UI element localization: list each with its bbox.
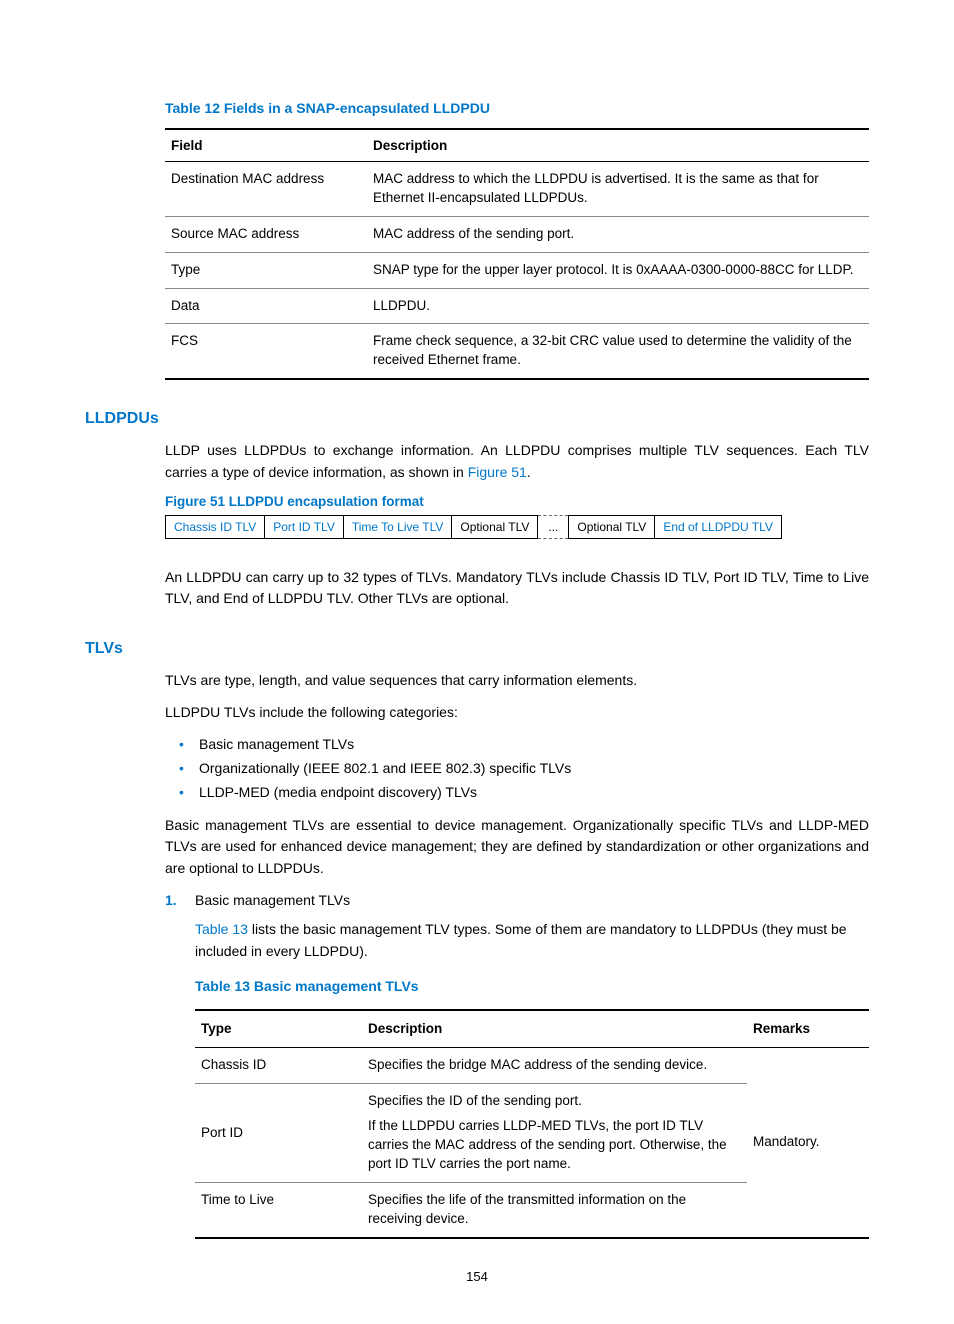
cell-desc: Frame check sequence, a 32-bit CRC value… (367, 324, 869, 379)
cell-desc: Specifies the life of the transmitted in… (362, 1182, 747, 1237)
num1-sub-text: lists the basic management TLV types. So… (195, 921, 847, 959)
tlvs-ordered: Basic management TLVs Table 13 lists the… (165, 890, 869, 1239)
table-row: Source MAC address MAC address of the se… (165, 216, 869, 252)
cell-type: Port ID (195, 1084, 362, 1183)
tlv-diagram: Chassis ID TLV Port ID TLV Time To Live … (165, 515, 869, 539)
page-number: 154 (85, 1269, 869, 1284)
table-row: FCS Frame check sequence, a 32-bit CRC v… (165, 324, 869, 379)
table13-h0: Type (195, 1010, 362, 1048)
tlvs-para3: Basic management TLVs are essential to d… (165, 815, 869, 880)
list-item: Organizationally (IEEE 802.1 and IEEE 80… (179, 757, 869, 781)
tlv-port-id: Port ID TLV (265, 515, 344, 539)
cell-field: Destination MAC address (165, 162, 367, 217)
table-row: Destination MAC address MAC address to w… (165, 162, 869, 217)
table13-h2: Remarks (747, 1010, 869, 1048)
table13-link[interactable]: Table 13 (195, 921, 248, 937)
cell-field: FCS (165, 324, 367, 379)
lldpdus-para1: LLDP uses LLDPDUs to exchange informatio… (165, 440, 869, 483)
cell-desc: MAC address to which the LLDPDU is adver… (367, 162, 869, 217)
cell-type: Time to Live (195, 1182, 362, 1237)
tlv-ellipsis: ... (538, 515, 568, 539)
num1-label: Basic management TLVs (195, 892, 350, 908)
tlvs-para2: LLDPDU TLVs include the following catego… (165, 702, 869, 724)
table12-h1: Description (367, 129, 869, 162)
table-row: Type SNAP type for the upper layer proto… (165, 252, 869, 288)
cell-desc: SNAP type for the upper layer protocol. … (367, 252, 869, 288)
tlv-optional-2: Optional TLV (568, 515, 655, 539)
table-header-row: Type Description Remarks (195, 1010, 869, 1048)
list-item: LLDP-MED (media endpoint discovery) TLVs (179, 781, 869, 805)
para-text-end: . (527, 464, 531, 480)
table-row: Data LLDPDU. (165, 288, 869, 324)
tlvs-para1: TLVs are type, length, and value sequenc… (165, 670, 869, 692)
figure51-link[interactable]: Figure 51 (468, 464, 527, 480)
page-content: Table 12 Fields in a SNAP-encapsulated L… (0, 0, 954, 1324)
tlv-optional-1: Optional TLV (452, 515, 538, 539)
table12-block: Table 12 Fields in a SNAP-encapsulated L… (165, 100, 869, 380)
desc-line2: If the LLDPDU carries LLDP-MED TLVs, the… (368, 1117, 741, 1174)
cell-field: Source MAC address (165, 216, 367, 252)
cell-remarks: Mandatory. (747, 1048, 869, 1238)
cell-desc: MAC address of the sending port. (367, 216, 869, 252)
table13: Type Description Remarks Chassis ID Spec… (195, 1009, 869, 1238)
lldpdus-para2: An LLDPDU can carry up to 32 types of TL… (165, 567, 869, 610)
table12: Field Description Destination MAC addres… (165, 128, 869, 380)
table-header-row: Field Description (165, 129, 869, 162)
lldpdus-body: LLDP uses LLDPDUs to exchange informatio… (165, 440, 869, 610)
cell-field: Type (165, 252, 367, 288)
table13-h1: Description (362, 1010, 747, 1048)
cell-desc: Specifies the ID of the sending port. If… (362, 1084, 747, 1183)
table12-h0: Field (165, 129, 367, 162)
num-item-1: Basic management TLVs Table 13 lists the… (165, 890, 869, 1239)
num1-subpara: Table 13 lists the basic management TLV … (195, 919, 869, 962)
desc-line1: Specifies the ID of the sending port. (368, 1092, 741, 1111)
tlv-ttl: Time To Live TLV (344, 515, 453, 539)
table-row: Chassis ID Specifies the bridge MAC addr… (195, 1048, 869, 1084)
cell-desc: LLDPDU. (367, 288, 869, 324)
table12-caption: Table 12 Fields in a SNAP-encapsulated L… (165, 100, 869, 116)
heading-lldpdus: LLDPDUs (85, 410, 869, 428)
table13-caption: Table 13 Basic management TLVs (195, 976, 869, 997)
cell-desc: Specifies the bridge MAC address of the … (362, 1048, 747, 1084)
tlv-chassis-id: Chassis ID TLV (165, 515, 265, 539)
figure51-caption: Figure 51 LLDPDU encapsulation format (165, 494, 869, 509)
heading-tlvs: TLVs (85, 640, 869, 658)
list-item: Basic management TLVs (179, 733, 869, 757)
cell-field: Data (165, 288, 367, 324)
cell-type: Chassis ID (195, 1048, 362, 1084)
tlvs-bullets: Basic management TLVs Organizationally (… (165, 733, 869, 804)
tlv-end: End of LLDPDU TLV (655, 515, 782, 539)
tlvs-body: TLVs are type, length, and value sequenc… (165, 670, 869, 1239)
